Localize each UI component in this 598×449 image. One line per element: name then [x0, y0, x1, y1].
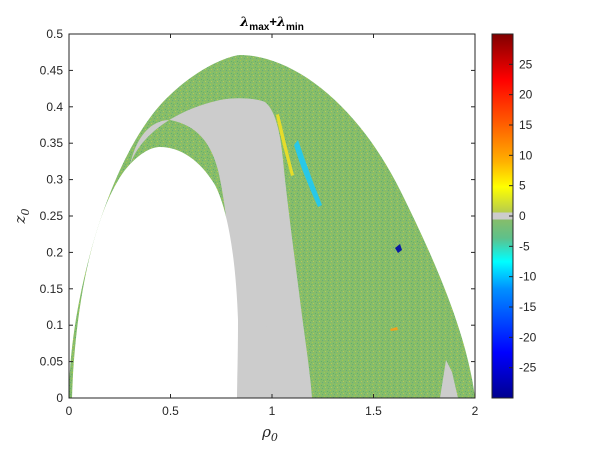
chart-title: λmax+λmin: [239, 14, 304, 33]
title-symbol-2: λ: [276, 15, 286, 30]
y-tick-label: 0.15: [40, 282, 64, 296]
orange-spot: [390, 327, 398, 331]
colorbar-tick-label: -25: [519, 361, 537, 375]
colorbar-ticks: -25 -20 -15 -10 -5 0 5 10 15 20 25: [509, 57, 537, 375]
y-axis-label: z0: [11, 209, 32, 225]
colorbar-tick-label: 20: [519, 88, 533, 102]
y-label-sub: 0: [19, 209, 32, 216]
colorbar-tick-label: 0: [519, 209, 526, 223]
title-sub-2: min: [286, 22, 304, 33]
x-tick-label: 2: [472, 404, 479, 418]
colorbar-tick-label: -15: [519, 300, 537, 314]
colorbar-tick-label: -20: [519, 330, 537, 344]
heatmap-region: [69, 55, 475, 398]
y-axis: 0 0.05 0.1 0.15 0.2 0.25 0.3 0.35 0.4 0.45 0.5: [40, 27, 475, 405]
y-tick-label: 0.05: [40, 355, 64, 369]
y-tick-label: 0.5: [46, 27, 63, 41]
y-label-symbol: z: [11, 215, 29, 224]
colorbar-tick-label: 15: [519, 118, 533, 132]
y-tick-label: 0.45: [40, 63, 64, 77]
zero-streak: [236, 325, 272, 398]
colorbar-tick-label: 5: [519, 179, 526, 193]
title-plus: +: [269, 14, 277, 29]
yellow-streak: [276, 114, 294, 176]
x-label-sub: 0: [271, 431, 278, 444]
x-tick-label: 0: [66, 404, 73, 418]
y-tick-label: 0.1: [46, 318, 63, 332]
x-tick-label: 1: [269, 404, 276, 418]
inner-arch-hole: [72, 147, 238, 398]
zero-band-region: [130, 98, 312, 398]
x-axis: 0 0.5 1 1.5 2: [66, 34, 479, 418]
colorbar-tick-label: 25: [519, 57, 533, 71]
x-label-symbol: ρ: [261, 423, 271, 441]
colorbar-tick-label: -5: [519, 239, 530, 253]
cyan-streak: [294, 140, 322, 207]
y-tick-label: 0.3: [46, 173, 63, 187]
y-tick-label: 0.2: [46, 245, 63, 259]
y-tick-label: 0.25: [40, 209, 64, 223]
title-symbol-1: λ: [239, 15, 249, 30]
lower-right-notch: [440, 360, 458, 398]
y-tick-label: 0.4: [46, 100, 63, 114]
title-sub-1: max: [249, 22, 269, 33]
colorbar-tick-label: 10: [519, 148, 533, 162]
x-tick-label: 1.5: [365, 404, 382, 418]
y-tick-label: 0.35: [40, 136, 64, 150]
colorbar-tick-label: -10: [519, 270, 537, 284]
blue-spot: [395, 244, 402, 253]
y-tick-label: 0: [56, 391, 63, 405]
x-axis-label: ρ0: [261, 423, 278, 444]
x-tick-label: 0.5: [162, 404, 179, 418]
